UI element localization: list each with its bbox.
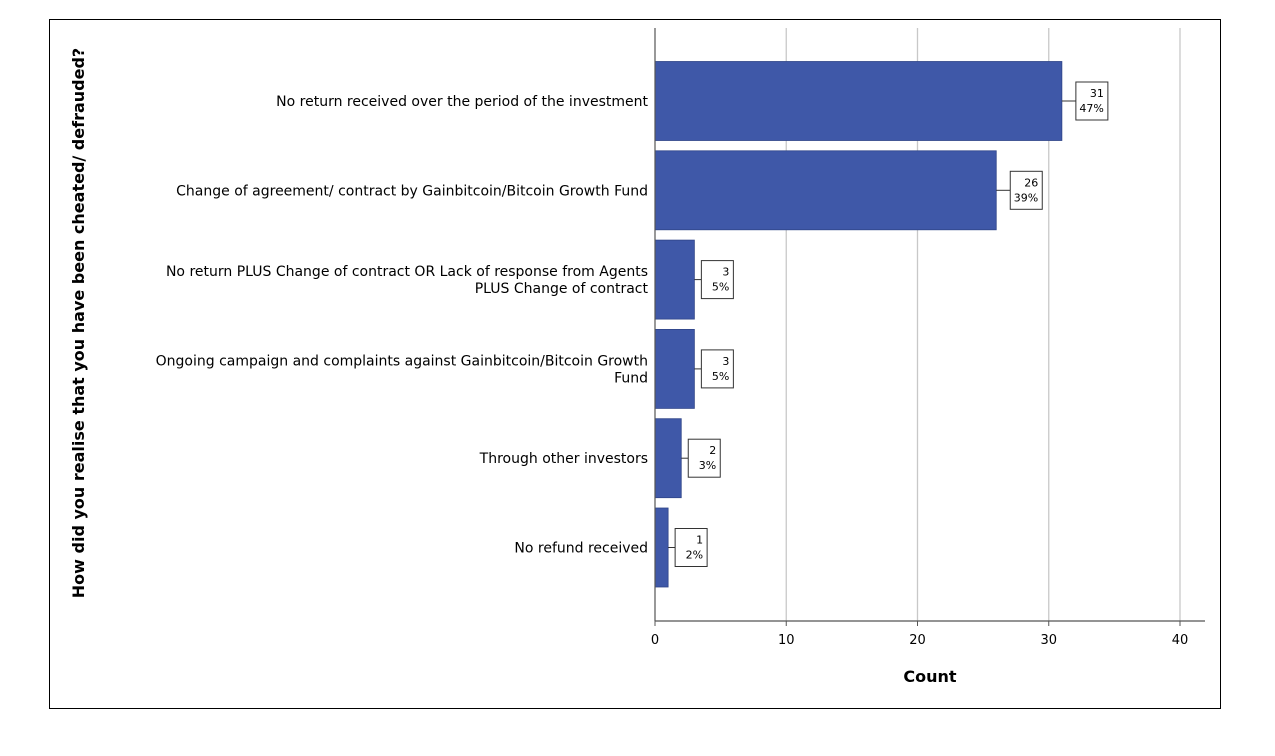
data-label-box-1 [1009, 170, 1043, 210]
bar-1 [654, 150, 997, 231]
x-tick-label-20: 20 [909, 633, 926, 648]
x-axis-title: Count [903, 667, 957, 686]
data-label-box-4 [687, 438, 721, 478]
bar-4 [654, 418, 682, 499]
bar-3 [654, 328, 695, 409]
category-label-5: No refund received [514, 541, 648, 557]
data-label-percent-3: 5% [712, 370, 729, 383]
data-label-box-0 [1075, 81, 1109, 121]
data-labels: 31 47% 26 39% 3 5% 3 5% 2 3% 1 2% [668, 81, 1109, 567]
data-label-count-2: 3 [722, 266, 729, 279]
bar-5 [654, 507, 669, 588]
x-tick-labels: 0 10 20 30 40 [651, 621, 1188, 648]
data-label-percent-1: 39% [1014, 191, 1038, 204]
y-axis-title: How did you realise that you have been c… [69, 48, 88, 598]
category-label-0: No return received over the period of th… [276, 94, 648, 110]
category-label-3-line-1: Fund [614, 370, 648, 386]
axes [654, 28, 1205, 622]
data-label-count-5: 1 [696, 534, 703, 547]
data-label-count-3: 3 [722, 355, 729, 368]
category-label-2-line-1: PLUS Change of contract [475, 281, 649, 297]
category-label-1: Change of agreement/ contract by Gainbit… [176, 183, 648, 199]
x-tick-label-0: 0 [651, 633, 659, 648]
data-label-count-1: 26 [1024, 176, 1038, 189]
data-label-box-2 [700, 260, 734, 300]
data-label-count-0: 31 [1090, 87, 1104, 100]
category-label-3-line-0: Ongoing campaign and complaints against … [156, 353, 648, 369]
x-tick-label-30: 30 [1040, 633, 1057, 648]
category-label-2-line-0: No return PLUS Change of contract OR Lac… [166, 264, 648, 280]
x-tick-label-10: 10 [778, 633, 795, 648]
data-label-percent-2: 5% [712, 281, 729, 294]
x-tick-label-40: 40 [1172, 633, 1189, 648]
data-label-count-4: 2 [709, 444, 716, 457]
bar-2 [654, 239, 695, 320]
bar-0 [654, 61, 1063, 141]
category-label-4: Through other investors [479, 451, 648, 467]
data-label-box-3 [700, 349, 734, 389]
data-label-percent-5: 2% [686, 549, 703, 562]
bars [654, 61, 1063, 588]
data-label-percent-4: 3% [699, 459, 716, 472]
data-label-percent-0: 47% [1079, 102, 1103, 115]
data-label-box-5 [674, 528, 708, 567]
category-labels: No return received over the period of th… [156, 94, 649, 557]
